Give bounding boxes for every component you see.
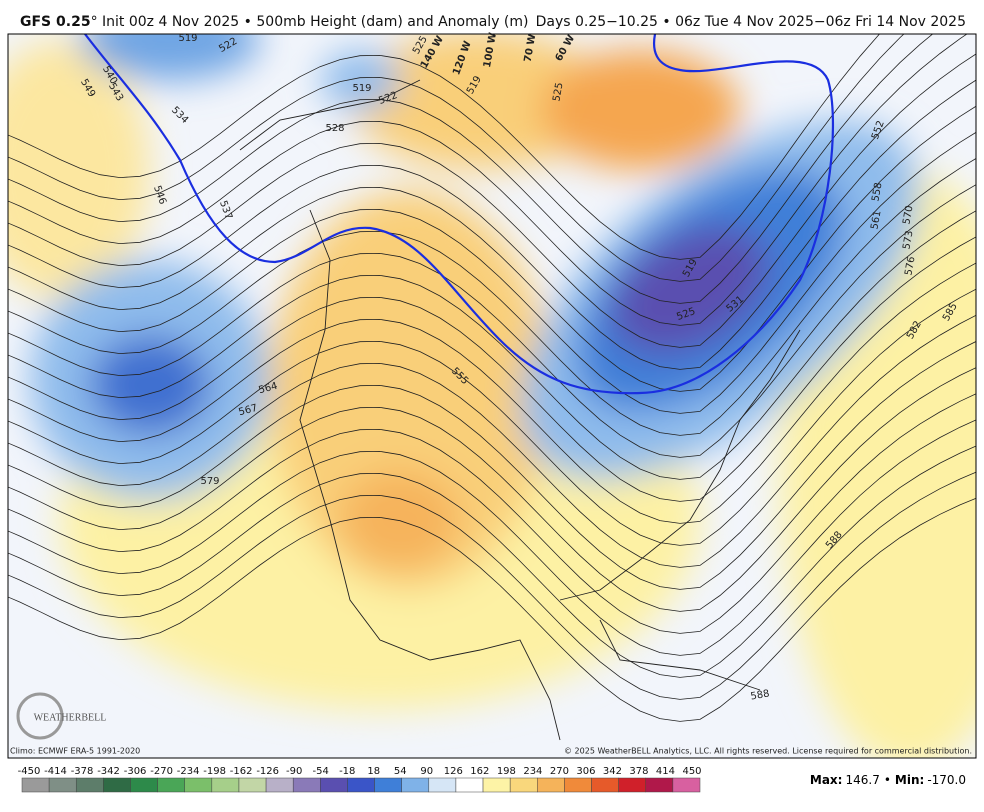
colorbar-label: 90 xyxy=(420,766,433,777)
colorbar-label: 126 xyxy=(444,766,463,777)
contour-line xyxy=(8,419,976,656)
colorbar-label: 450 xyxy=(682,766,701,777)
colorbar-label: -342 xyxy=(97,766,120,777)
contour-540 xyxy=(84,34,835,395)
colorbar-swatch xyxy=(21,777,50,793)
logo: WEATHERBELL xyxy=(16,692,107,740)
colorbar-label: 198 xyxy=(497,766,516,777)
contour-line xyxy=(8,53,976,348)
contour-line xyxy=(8,262,976,524)
colorbar-label: -234 xyxy=(177,766,200,777)
colorbar-label: 270 xyxy=(550,766,569,777)
contour-label: 561 xyxy=(869,210,883,231)
colorbar-swatch xyxy=(428,777,457,793)
colorbar-swatch xyxy=(320,777,348,793)
contour-label: 519 xyxy=(178,33,197,44)
contour-line xyxy=(8,367,976,612)
contour-line xyxy=(8,34,968,326)
colorbar-label: 378 xyxy=(629,766,648,777)
colorbar-label: -306 xyxy=(124,766,147,777)
climo-note: Climo: ECMWF ERA-5 1991-2020 xyxy=(10,747,140,756)
colorbar-swatch xyxy=(564,777,592,793)
colorbar-swatch xyxy=(374,777,402,793)
map xyxy=(8,34,976,758)
colorbar-label: -126 xyxy=(256,766,279,777)
contour-label: 525 xyxy=(551,82,565,103)
anomaly-field xyxy=(8,34,976,758)
colorbar-swatch xyxy=(618,777,647,793)
colorbar-swatch xyxy=(238,777,267,793)
colorbar-swatch xyxy=(157,777,185,793)
contour-label: 588 xyxy=(750,688,771,702)
contour-line xyxy=(8,34,881,260)
colorbar-label: -450 xyxy=(18,766,41,777)
colorbar-label: -18 xyxy=(339,766,355,777)
colorbar-swatch xyxy=(211,777,240,793)
colorbar-swatch xyxy=(130,777,158,793)
contour-label: 564 xyxy=(257,381,278,397)
colorbar-swatch xyxy=(482,777,511,793)
contour-line xyxy=(8,131,976,414)
colorbar-swatch xyxy=(184,777,213,793)
contour-line xyxy=(8,184,976,458)
contour-line xyxy=(8,288,976,546)
colorbar: -450 -414 -378 -342 -306 -270 -234 -198 -162 -126… xyxy=(18,766,702,793)
contour-line xyxy=(8,158,976,436)
colorbar-swatch xyxy=(48,777,77,793)
colorbar-swatch xyxy=(537,777,565,793)
colorbar-label: 414 xyxy=(656,766,675,777)
colorbar-label: -54 xyxy=(313,766,329,777)
colorbar-swatch xyxy=(401,777,430,793)
colorbar-label: -414 xyxy=(44,766,67,777)
contour-label: 570 xyxy=(901,205,915,226)
contour-label: 567 xyxy=(237,403,258,419)
colorbar-swatch xyxy=(645,777,674,793)
contour-label: 576 xyxy=(903,256,917,277)
colorbar-label: -198 xyxy=(203,766,226,777)
colorbar-label: 234 xyxy=(523,766,542,777)
contour-line xyxy=(8,341,976,590)
contour-label: 519 xyxy=(352,83,371,94)
longitude-label: 70 W xyxy=(523,33,539,63)
colorbar-label: -378 xyxy=(71,766,94,777)
header-valid: Days 0.25−10.25 • 06z Tue 4 Nov 2025−06z… xyxy=(536,14,966,30)
stats: Max: 146.7 • Min: -170.0 xyxy=(810,773,966,787)
contour-label: 528 xyxy=(325,123,344,134)
contour-label: 579 xyxy=(200,476,219,487)
contour-line xyxy=(8,393,976,634)
colorbar-swatch xyxy=(103,777,131,793)
colorbar-label: 342 xyxy=(603,766,622,777)
logo-text: WEATHERBELL xyxy=(34,712,107,723)
contour-line xyxy=(8,471,976,700)
contour-line xyxy=(8,210,976,480)
contour-line xyxy=(8,445,976,678)
colorbar-label: -162 xyxy=(230,766,253,777)
colorbar-swatch xyxy=(455,777,484,793)
colorbar-label: 54 xyxy=(394,766,407,777)
colorbar-label: 18 xyxy=(367,766,380,777)
colorbar-label: -270 xyxy=(150,766,173,777)
colorbar-swatch xyxy=(347,777,375,793)
colorbar-swatch xyxy=(509,777,538,793)
height-contours xyxy=(8,34,976,722)
colorbar-swatch xyxy=(292,777,321,793)
contour-line xyxy=(8,105,976,392)
contour-line xyxy=(8,497,976,722)
coastlines xyxy=(239,79,801,741)
contour-line xyxy=(8,79,976,370)
colorbar-label: 162 xyxy=(470,766,489,777)
colorbar-swatch xyxy=(672,777,701,793)
contour-label: 558 xyxy=(870,182,884,203)
contour-line xyxy=(8,314,976,568)
colorbar-label: -90 xyxy=(286,766,302,777)
contour-label: 573 xyxy=(901,230,915,251)
colorbar-swatch xyxy=(75,777,104,793)
contour-line xyxy=(8,236,976,502)
colorbar-swatch xyxy=(591,777,619,793)
colorbar-swatch xyxy=(265,777,294,793)
copyright: © 2025 WeatherBELL Analytics, LLC. All r… xyxy=(564,747,972,756)
colorbar-label: 306 xyxy=(576,766,595,777)
header-title: GFS 0.25° Init 00z 4 Nov 2025 • 500mb He… xyxy=(20,14,529,30)
